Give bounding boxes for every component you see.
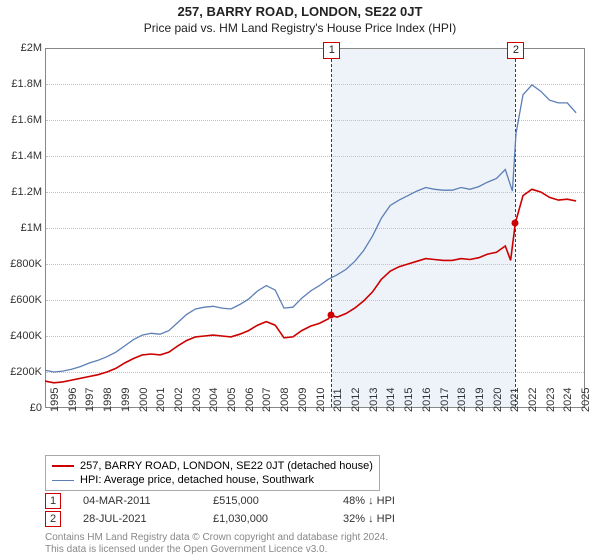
footer-line-2: This data is licensed under the Open Gov…	[45, 544, 388, 556]
x-tick-label: 2016	[421, 388, 433, 412]
x-tick-label: 2003	[191, 388, 203, 412]
x-tick-label: 2008	[279, 388, 291, 412]
sale-price: £515,000	[213, 495, 343, 507]
sale-marker-badge: 2	[507, 42, 524, 59]
x-tick-label: 2014	[385, 388, 397, 412]
x-tick-label: 2012	[350, 388, 362, 412]
y-tick-label: £200K	[2, 366, 42, 378]
y-tick-label: £400K	[2, 330, 42, 342]
x-tick-label: 2020	[492, 388, 504, 412]
chart-subtitle: Price paid vs. HM Land Registry's House …	[0, 19, 600, 39]
x-tick-label: 2019	[474, 388, 486, 412]
sale-date: 04-MAR-2011	[83, 495, 213, 507]
x-tick-label: 2025	[580, 388, 592, 412]
x-tick-label: 2000	[138, 388, 150, 412]
legend-label: HPI: Average price, detached house, Sout…	[80, 474, 314, 486]
sale-hpi-diff: 48% ↓ HPI	[343, 495, 473, 507]
x-tick-label: 2002	[173, 388, 185, 412]
x-tick-label: 2013	[368, 388, 380, 412]
legend-item: 257, BARRY ROAD, LONDON, SE22 0JT (detac…	[52, 459, 373, 473]
footer-line-1: Contains HM Land Registry data © Crown c…	[45, 532, 388, 544]
x-tick-label: 2009	[297, 388, 309, 412]
series-hpi	[45, 85, 576, 372]
x-tick-label: 2004	[208, 388, 220, 412]
x-tick-label: 2015	[403, 388, 415, 412]
x-tick-label: 2007	[261, 388, 273, 412]
sale-row-marker: 1	[45, 493, 61, 509]
x-tick-label: 1997	[84, 388, 96, 412]
x-tick-label: 1999	[120, 388, 132, 412]
y-tick-label: £1.4M	[2, 150, 42, 162]
x-tick-label: 1995	[49, 388, 61, 412]
x-tick-label: 2022	[527, 388, 539, 412]
chart-title: 257, BARRY ROAD, LONDON, SE22 0JT	[0, 0, 600, 19]
x-tick-label: 2005	[226, 388, 238, 412]
sale-marker-badge: 1	[323, 42, 340, 59]
chart-legend: 257, BARRY ROAD, LONDON, SE22 0JT (detac…	[45, 455, 380, 491]
x-tick-label: 2011	[332, 388, 344, 412]
legend-item: HPI: Average price, detached house, Sout…	[52, 473, 373, 487]
sale-row: 2 28-JUL-2021£1,030,00032% ↓ HPI	[45, 510, 473, 528]
x-tick-label: 2023	[545, 388, 557, 412]
sale-date: 28-JUL-2021	[83, 513, 213, 525]
y-tick-label: £1.2M	[2, 186, 42, 198]
x-tick-label: 2001	[155, 388, 167, 412]
x-tick-label: 1998	[102, 388, 114, 412]
y-tick-label: £800K	[2, 258, 42, 270]
footer-attribution: Contains HM Land Registry data © Crown c…	[45, 532, 388, 556]
sale-row-marker: 2	[45, 511, 61, 527]
x-tick-label: 1996	[67, 388, 79, 412]
x-tick-label: 2017	[439, 388, 451, 412]
sale-point-dot	[512, 219, 519, 226]
sale-price: £1,030,000	[213, 513, 343, 525]
y-tick-label: £1M	[2, 222, 42, 234]
y-tick-label: £1.8M	[2, 78, 42, 90]
legend-swatch	[52, 465, 74, 467]
y-tick-label: £1.6M	[2, 114, 42, 126]
x-tick-label: 2018	[456, 388, 468, 412]
x-tick-label: 2024	[562, 388, 574, 412]
sale-row: 1 04-MAR-2011£515,00048% ↓ HPI	[45, 492, 473, 510]
sale-hpi-diff: 32% ↓ HPI	[343, 513, 473, 525]
x-tick-label: 2006	[244, 388, 256, 412]
y-tick-label: £600K	[2, 294, 42, 306]
y-tick-label: £0	[2, 402, 42, 414]
legend-swatch	[52, 480, 74, 481]
chart-lines	[45, 48, 585, 408]
sale-point-dot	[328, 312, 335, 319]
x-tick-label: 2021	[509, 388, 521, 412]
legend-label: 257, BARRY ROAD, LONDON, SE22 0JT (detac…	[80, 460, 373, 472]
series-property	[45, 189, 576, 382]
x-tick-label: 2010	[315, 388, 327, 412]
sales-table: 1 04-MAR-2011£515,00048% ↓ HPI 2 28-JUL-202…	[45, 492, 473, 528]
y-tick-label: £2M	[2, 42, 42, 54]
chart-plot-area: 12	[45, 48, 585, 408]
